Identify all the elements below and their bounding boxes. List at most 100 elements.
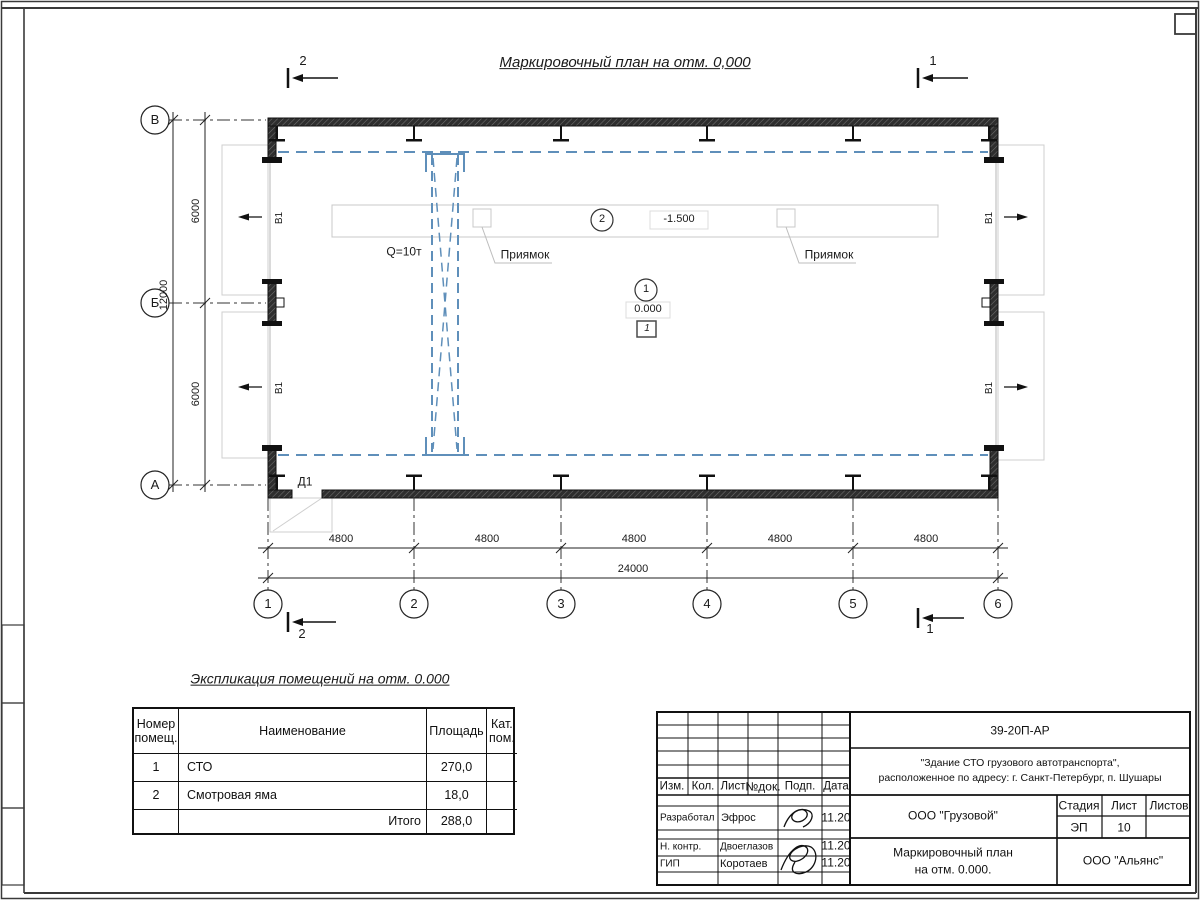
- schedule-cell-num: 2: [134, 782, 179, 810]
- columns: [269, 126, 997, 490]
- schedule-total-area: 288,0: [427, 810, 487, 833]
- schedule-header-name: Наименование: [179, 709, 427, 754]
- floor-level-value: 0.000: [634, 303, 662, 316]
- tb-col-data: Дата: [823, 780, 849, 793]
- gate-label-left-top: В1: [273, 211, 285, 225]
- tb-project-code: 39-20П-АР: [990, 723, 1050, 738]
- tb-date-ncontrol: 11.20: [821, 838, 851, 853]
- schedule-header-num: Номер помещ.: [134, 709, 179, 754]
- dim-6000-bottom: 6000: [190, 381, 203, 407]
- titleblock-lines: [656, 711, 1191, 886]
- tb-col-ndok: №док.: [745, 779, 781, 794]
- tb-col-kol: Кол.: [691, 780, 715, 793]
- signature-1: [783, 808, 813, 828]
- plan-title: Маркировочный план на отм. 0,000: [499, 54, 751, 72]
- pit-level-value: -1.500: [663, 213, 695, 226]
- tb-col-izm: Изм.: [659, 780, 685, 793]
- door-swing: [269, 497, 333, 533]
- marker-boxes: [590, 208, 709, 338]
- dim-4800-3: 4800: [621, 533, 647, 546]
- axis-col-5: 5: [849, 596, 857, 612]
- tb-role-developer: Разработал: [660, 812, 715, 824]
- axis-lines: [169, 119, 999, 590]
- room-marker-2: [590, 208, 614, 232]
- dimension-lines: [167, 112, 1008, 584]
- pit-label-left: Приямок: [500, 247, 550, 262]
- pit-left: [472, 208, 492, 228]
- axis-col-6: 6: [994, 596, 1002, 612]
- tb-name-developer: Эфрос: [721, 812, 756, 824]
- section-mark-1-top-label: 1: [929, 53, 937, 69]
- wall-bottom: [321, 489, 999, 499]
- walls: [267, 117, 999, 499]
- pit-level-box: [649, 210, 709, 230]
- tb-date-developer: 11.20: [821, 810, 851, 825]
- schedule-cell-area: 18,0: [427, 782, 487, 810]
- section-mark-1-bottom-label: 1: [926, 621, 934, 637]
- tb-company: ООО "Альянс": [1082, 853, 1164, 868]
- room-marker-1: [634, 278, 658, 302]
- tb-name-gip: Коротаев: [720, 858, 768, 870]
- pilaster-anchors: [275, 297, 991, 308]
- wall-bottom-left: [267, 489, 293, 499]
- floor-type-box: [636, 320, 657, 338]
- dim-4800-4: 4800: [767, 533, 793, 546]
- dim-24000: 24000: [617, 563, 649, 576]
- schedule-cell-cat: [487, 782, 517, 810]
- tb-col-podp: Подп.: [784, 780, 816, 793]
- wall-caps: [262, 157, 1004, 451]
- axis-col-1: 1: [264, 596, 272, 612]
- pit-label-right: Приямок: [804, 247, 854, 262]
- axis-row-B: В: [150, 112, 160, 128]
- pit-left-leader: [481, 226, 552, 264]
- section-mark-2-bottom-label: 2: [298, 626, 306, 642]
- room-number-1: 1: [642, 283, 650, 296]
- dim-12000: 12000: [158, 279, 171, 311]
- gate-label-right-top: В1: [983, 211, 995, 225]
- tb-sheet-value: 10: [1117, 820, 1131, 835]
- tb-drawing-title-1: Маркировочный план: [893, 845, 1013, 860]
- tb-stage-value: ЭП: [1070, 820, 1088, 835]
- gate-label-left-bottom: В1: [273, 381, 285, 395]
- gate-arrows: [238, 213, 1028, 391]
- tb-drawing-title-2: на отм. 0.000.: [914, 862, 992, 877]
- door-label: Д1: [297, 474, 313, 489]
- gate-label-right-bottom: В1: [983, 381, 995, 395]
- schedule-cell-area: 270,0: [427, 754, 487, 782]
- crane-capacity-label: Q=10т: [386, 244, 422, 259]
- tb-client: ООО "Грузовой": [908, 808, 998, 823]
- pit-right: [776, 208, 796, 228]
- schedule-cell-name: Смотровая яма: [179, 782, 427, 810]
- dim-6000-top: 6000: [190, 198, 203, 224]
- tb-role-ncontrol: Н. контр.: [660, 841, 702, 853]
- schedule-header-area: Площадь: [427, 709, 487, 754]
- tb-sheets-label: Листов: [1149, 798, 1189, 813]
- schedule-cell-name: СТО: [179, 754, 427, 782]
- axis-col-4: 4: [703, 596, 711, 612]
- axis-col-2: 2: [410, 596, 418, 612]
- tb-stage-label: Стадия: [1058, 798, 1100, 813]
- axis-col-3: 3: [557, 596, 565, 612]
- schedule-total-num: [134, 810, 179, 833]
- axis-row-B2: Б: [150, 295, 160, 311]
- section-marks: [286, 68, 968, 632]
- signatures: [780, 808, 817, 875]
- section-mark-2-top-label: 2: [299, 53, 307, 69]
- tb-project-line1: "Здание СТО грузового автотранспорта",: [920, 757, 1120, 770]
- crane-runway: [278, 151, 988, 456]
- schedule-cell-cat: [487, 754, 517, 782]
- schedule-total-cat: [487, 810, 517, 833]
- pit-right-leader: [785, 226, 856, 264]
- tb-project-line2: расположенное по адресу: г. Санкт-Петерб…: [878, 772, 1162, 785]
- dim-4800-5: 4800: [913, 533, 939, 546]
- schedule-total-label: Итого: [179, 810, 427, 833]
- signature-2: [780, 844, 817, 875]
- corner-code-box: [1174, 13, 1197, 35]
- wall-top: [267, 117, 999, 127]
- floor-level-box: [625, 301, 671, 319]
- room-number-2: 2: [598, 213, 606, 226]
- dim-4800-2: 4800: [474, 533, 500, 546]
